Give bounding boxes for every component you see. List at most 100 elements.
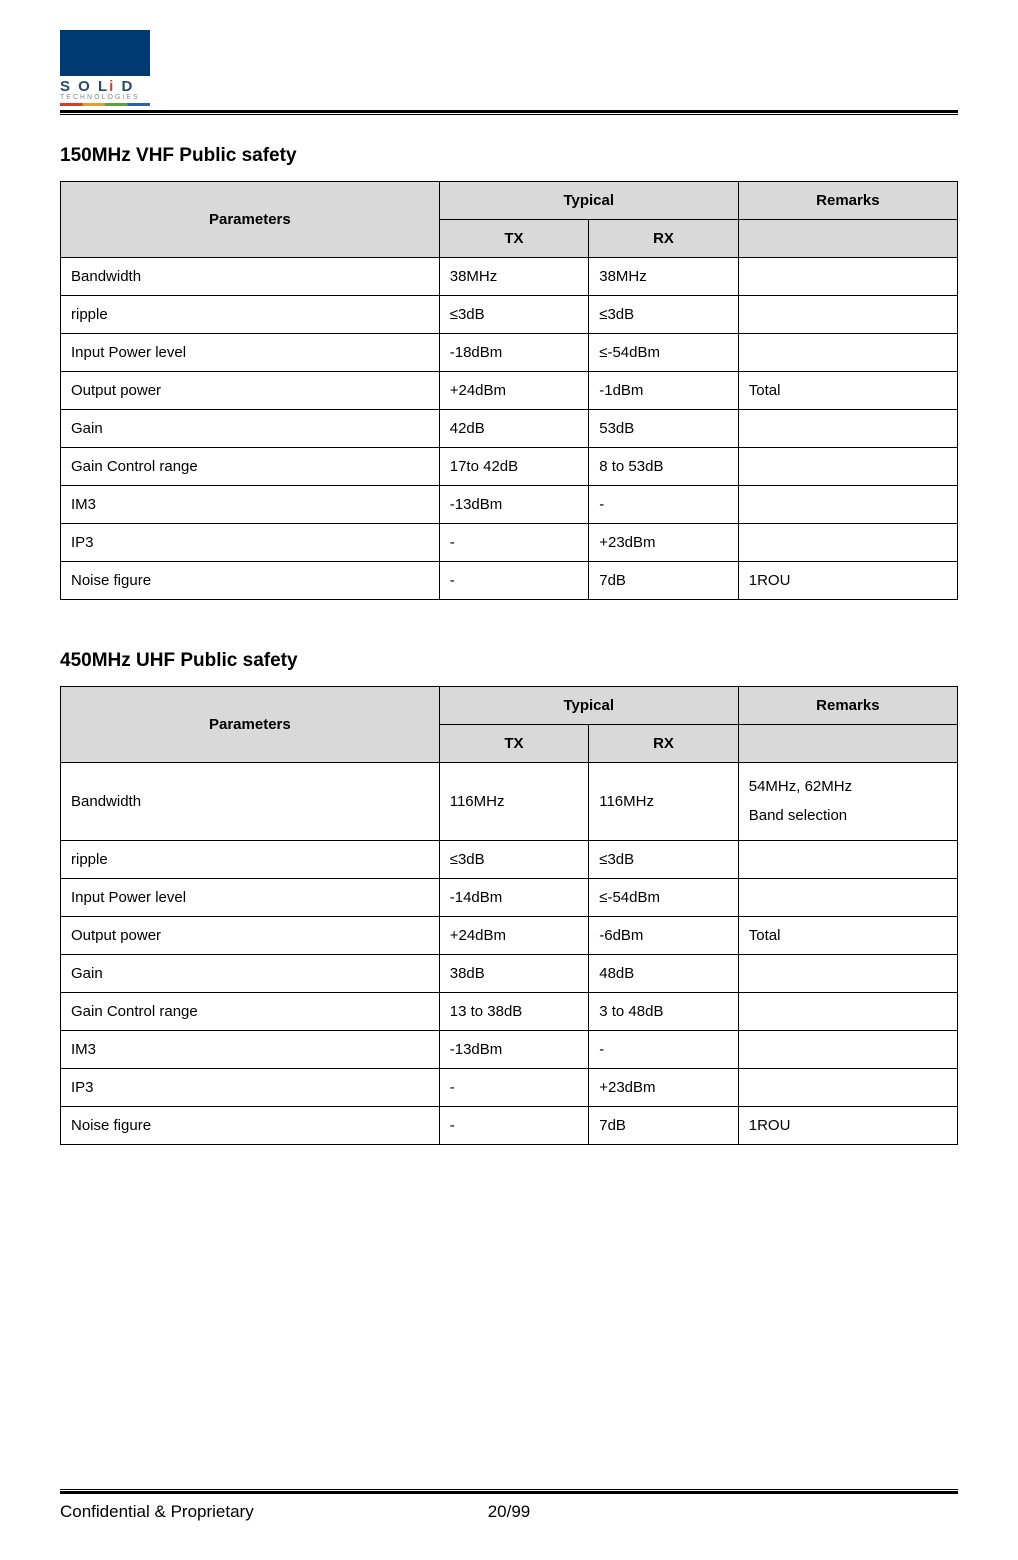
cell-rx: ≤3dB bbox=[589, 296, 739, 334]
table-row: Bandwidth38MHz38MHz bbox=[61, 258, 958, 296]
header-remarks: Remarks bbox=[738, 182, 957, 220]
table-row: Bandwidth116MHz116MHz54MHz, 62MHzBand se… bbox=[61, 763, 958, 841]
cell-tx: -14dBm bbox=[439, 879, 589, 917]
cell-remarks bbox=[738, 1031, 957, 1069]
header-typical: Typical bbox=[439, 687, 738, 725]
logo-subtext: TECHNOLOGIES bbox=[60, 94, 140, 101]
cell-remarks bbox=[738, 486, 957, 524]
footer-row: Confidential & Proprietary 20/99 bbox=[60, 1502, 958, 1522]
cell-tx: 17to 42dB bbox=[439, 448, 589, 486]
cell-rx: - bbox=[589, 486, 739, 524]
cell-param: Output power bbox=[61, 372, 440, 410]
cell-param: Bandwidth bbox=[61, 258, 440, 296]
cell-remarks: Total bbox=[738, 372, 957, 410]
table-row: Output power+24dBm-6dBmTotal bbox=[61, 917, 958, 955]
cell-param: Output power bbox=[61, 917, 440, 955]
table-row: Input Power level-18dBm≤-54dBm bbox=[61, 334, 958, 372]
section2-tbody: Bandwidth116MHz116MHz54MHz, 62MHzBand se… bbox=[61, 763, 958, 1145]
logo-text-prefix: S O L bbox=[60, 78, 109, 95]
cell-rx: 116MHz bbox=[589, 763, 739, 841]
cell-param: Gain Control range bbox=[61, 993, 440, 1031]
cell-remarks bbox=[738, 524, 957, 562]
cell-remarks bbox=[738, 841, 957, 879]
cell-tx: +24dBm bbox=[439, 917, 589, 955]
table-row: ripple≤3dB≤3dB bbox=[61, 841, 958, 879]
logo-color-strip bbox=[60, 103, 150, 106]
table-row: ripple≤3dB≤3dB bbox=[61, 296, 958, 334]
cell-tx: -13dBm bbox=[439, 1031, 589, 1069]
cell-param: Noise figure bbox=[61, 562, 440, 600]
cell-rx: ≤-54dBm bbox=[589, 879, 739, 917]
cell-tx: - bbox=[439, 1069, 589, 1107]
cell-remarks: 1ROU bbox=[738, 1107, 957, 1145]
page: S O Li D TECHNOLOGIES 150MHz VHF Public … bbox=[0, 0, 1018, 1560]
cell-remarks bbox=[738, 879, 957, 917]
cell-remarks: Total bbox=[738, 917, 957, 955]
cell-remarks bbox=[738, 1069, 957, 1107]
cell-tx: 116MHz bbox=[439, 763, 589, 841]
table-row: Gain Control range17to 42dB8 to 53dB bbox=[61, 448, 958, 486]
footer-divider bbox=[60, 1489, 958, 1494]
section2-table: Parameters Typical Remarks TX RX Bandwid… bbox=[60, 686, 958, 1145]
cell-tx: 42dB bbox=[439, 410, 589, 448]
cell-rx: - bbox=[589, 1031, 739, 1069]
section2-title: 450MHz UHF Public safety bbox=[60, 650, 958, 672]
cell-remarks bbox=[738, 258, 957, 296]
logo: S O Li D TECHNOLOGIES bbox=[60, 30, 150, 100]
header-remarks-blank bbox=[738, 220, 957, 258]
cell-tx: - bbox=[439, 1107, 589, 1145]
header-rx: RX bbox=[589, 220, 739, 258]
header-remarks-blank bbox=[738, 725, 957, 763]
cell-remarks bbox=[738, 334, 957, 372]
cell-param: Input Power level bbox=[61, 879, 440, 917]
cell-param: Gain bbox=[61, 955, 440, 993]
table-row: IM3-13dBm- bbox=[61, 1031, 958, 1069]
header-divider bbox=[60, 110, 958, 115]
cell-rx: 38MHz bbox=[589, 258, 739, 296]
cell-rx: 53dB bbox=[589, 410, 739, 448]
cell-tx: ≤3dB bbox=[439, 296, 589, 334]
table-header-row: Parameters Typical Remarks bbox=[61, 182, 958, 220]
cell-param: Gain bbox=[61, 410, 440, 448]
cell-param: IP3 bbox=[61, 1069, 440, 1107]
logo-mark bbox=[60, 30, 150, 76]
cell-param: Noise figure bbox=[61, 1107, 440, 1145]
cell-param: ripple bbox=[61, 841, 440, 879]
header-rx: RX bbox=[589, 725, 739, 763]
cell-param: IM3 bbox=[61, 486, 440, 524]
header-tx: TX bbox=[439, 725, 589, 763]
footer-page-number: 20/99 bbox=[359, 1502, 658, 1522]
logo-text-suffix: D bbox=[115, 78, 134, 95]
cell-remarks: 1ROU bbox=[738, 562, 957, 600]
cell-rx: ≤3dB bbox=[589, 841, 739, 879]
cell-param: ripple bbox=[61, 296, 440, 334]
table-row: IP3-+23dBm bbox=[61, 1069, 958, 1107]
cell-rx: 7dB bbox=[589, 1107, 739, 1145]
cell-tx: -18dBm bbox=[439, 334, 589, 372]
cell-rx: -6dBm bbox=[589, 917, 739, 955]
cell-tx: - bbox=[439, 562, 589, 600]
cell-rx: 7dB bbox=[589, 562, 739, 600]
cell-remarks bbox=[738, 410, 957, 448]
cell-tx: ≤3dB bbox=[439, 841, 589, 879]
cell-remarks: 54MHz, 62MHzBand selection bbox=[738, 763, 957, 841]
cell-param: Gain Control range bbox=[61, 448, 440, 486]
table-row: Noise figure-7dB1ROU bbox=[61, 562, 958, 600]
section1-table: Parameters Typical Remarks TX RX Bandwid… bbox=[60, 181, 958, 600]
cell-remarks bbox=[738, 955, 957, 993]
header-remarks: Remarks bbox=[738, 687, 957, 725]
footer-left: Confidential & Proprietary bbox=[60, 1502, 359, 1522]
cell-param: Input Power level bbox=[61, 334, 440, 372]
header-tx: TX bbox=[439, 220, 589, 258]
cell-tx: - bbox=[439, 524, 589, 562]
cell-rx: +23dBm bbox=[589, 1069, 739, 1107]
header-parameters: Parameters bbox=[61, 182, 440, 258]
cell-rx: ≤-54dBm bbox=[589, 334, 739, 372]
cell-rx: 3 to 48dB bbox=[589, 993, 739, 1031]
cell-tx: 38dB bbox=[439, 955, 589, 993]
table-row: Gain38dB48dB bbox=[61, 955, 958, 993]
footer: Confidential & Proprietary 20/99 bbox=[60, 1481, 958, 1522]
table-row: Input Power level-14dBm≤-54dBm bbox=[61, 879, 958, 917]
cell-rx: -1dBm bbox=[589, 372, 739, 410]
cell-tx: 13 to 38dB bbox=[439, 993, 589, 1031]
